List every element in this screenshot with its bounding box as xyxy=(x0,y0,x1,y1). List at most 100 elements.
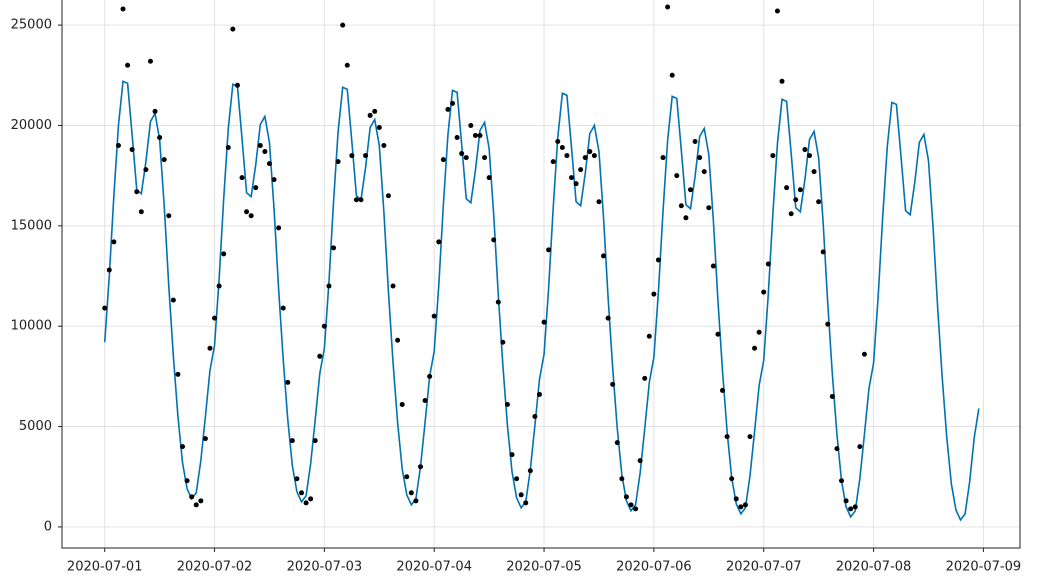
data-point xyxy=(820,249,826,255)
data-point xyxy=(417,464,423,470)
data-point xyxy=(390,283,396,289)
data-point xyxy=(761,289,767,295)
data-point xyxy=(289,438,295,444)
data-point xyxy=(642,375,648,381)
x-tick-label: 2020-07-03 xyxy=(287,560,363,575)
data-point xyxy=(569,175,575,181)
data-point xyxy=(202,436,208,442)
data-point xyxy=(317,353,323,359)
data-point xyxy=(724,434,730,440)
data-point xyxy=(459,151,465,157)
y-tick-label: 15000 xyxy=(11,218,52,233)
data-point xyxy=(633,506,639,512)
data-point xyxy=(106,267,112,273)
data-point xyxy=(701,169,707,175)
data-point xyxy=(326,283,332,289)
data-point xyxy=(248,213,254,219)
data-point xyxy=(706,205,712,211)
data-point xyxy=(848,506,854,512)
data-point xyxy=(335,159,341,165)
data-point xyxy=(198,498,204,504)
forecast-line xyxy=(103,80,980,522)
data-point xyxy=(294,476,300,482)
x-tick-label: 2020-07-09 xyxy=(946,560,1022,575)
data-point xyxy=(321,323,327,329)
data-point xyxy=(358,197,364,203)
data-point xyxy=(463,155,469,161)
data-point xyxy=(225,145,231,151)
data-point xyxy=(802,147,808,153)
data-point xyxy=(601,253,607,259)
data-point xyxy=(436,239,442,245)
data-point xyxy=(674,173,680,179)
data-point xyxy=(399,401,405,407)
data-point xyxy=(353,197,359,203)
data-point xyxy=(564,153,570,159)
data-point xyxy=(408,490,414,496)
data-point xyxy=(752,345,758,351)
data-point xyxy=(541,319,547,325)
data-point xyxy=(472,132,478,138)
data-point xyxy=(582,155,588,161)
data-point xyxy=(285,379,291,385)
data-point xyxy=(605,315,611,321)
data-point xyxy=(509,452,515,458)
data-point xyxy=(770,153,776,159)
data-point xyxy=(349,153,355,159)
data-point xyxy=(271,177,277,183)
data-point xyxy=(591,153,597,159)
data-point xyxy=(157,135,163,141)
data-point xyxy=(331,245,337,251)
data-point xyxy=(655,257,661,263)
data-point xyxy=(395,337,401,343)
data-point xyxy=(614,440,620,446)
data-point xyxy=(193,502,199,508)
data-point xyxy=(793,197,799,203)
data-point xyxy=(687,187,693,193)
data-point xyxy=(216,283,222,289)
data-point xyxy=(765,261,771,267)
data-point xyxy=(491,237,497,243)
data-point xyxy=(559,145,565,151)
data-point xyxy=(646,333,652,339)
y-tick-label: 20000 xyxy=(11,118,52,133)
data-point xyxy=(376,124,382,130)
x-tick-label: 2020-07-01 xyxy=(67,560,143,575)
data-point xyxy=(431,313,437,319)
data-point xyxy=(834,446,840,452)
data-point xyxy=(788,211,794,217)
data-point xyxy=(784,185,790,191)
data-point xyxy=(363,153,369,159)
data-point xyxy=(143,167,149,173)
data-point xyxy=(161,157,167,163)
data-point xyxy=(811,169,817,175)
data-point xyxy=(239,175,245,181)
data-point xyxy=(111,239,117,245)
y-tick-label: 5000 xyxy=(19,419,52,434)
data-point xyxy=(756,329,762,335)
data-point xyxy=(189,494,195,500)
x-tick-label: 2020-07-06 xyxy=(616,560,692,575)
data-point xyxy=(504,401,510,407)
data-point xyxy=(486,175,492,181)
data-point xyxy=(692,139,698,145)
data-point xyxy=(536,391,542,397)
data-point xyxy=(221,251,227,257)
y-tick-label: 25000 xyxy=(11,18,52,33)
data-point xyxy=(610,381,616,387)
data-point xyxy=(779,78,785,84)
data-point xyxy=(440,157,446,163)
data-point xyxy=(797,187,803,193)
data-point xyxy=(669,72,675,78)
data-point xyxy=(651,291,657,297)
data-point xyxy=(550,159,556,165)
data-point xyxy=(244,209,250,215)
data-point xyxy=(175,371,181,377)
data-point xyxy=(468,122,474,128)
data-point xyxy=(532,414,538,420)
data-point xyxy=(404,474,410,480)
data-point xyxy=(266,161,272,167)
data-point xyxy=(184,478,190,484)
data-point xyxy=(385,193,391,199)
